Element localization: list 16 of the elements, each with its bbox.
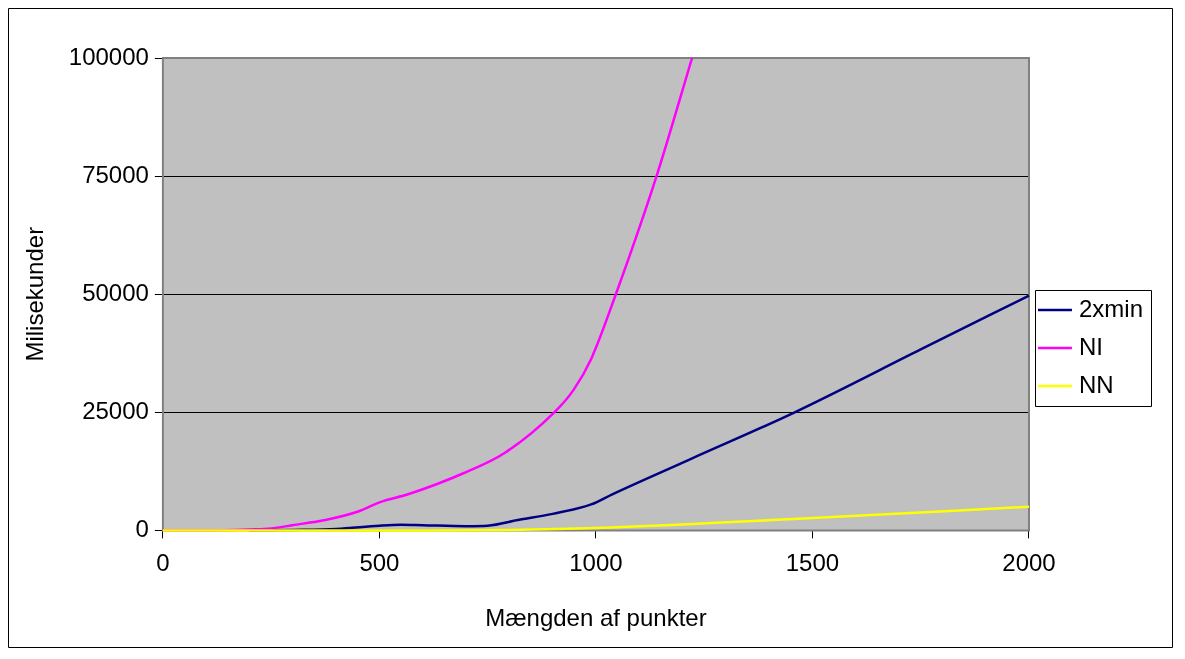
y-tick-label: 100000 bbox=[68, 42, 149, 70]
y-axis-title: Milisekunder bbox=[21, 226, 49, 362]
y-tick-label: 25000 bbox=[82, 396, 149, 424]
x-tick-label: 2000 bbox=[1002, 549, 1056, 577]
y-tick-label: 0 bbox=[135, 515, 149, 543]
line-series bbox=[161, 505, 1031, 532]
y-tick-label: 50000 bbox=[82, 278, 149, 306]
x-tick-label: 500 bbox=[359, 549, 400, 577]
x-tick-label: 1500 bbox=[785, 549, 840, 577]
y-tick-label: 75000 bbox=[82, 160, 149, 188]
x-tick-label: 1000 bbox=[569, 549, 623, 577]
legend-label: 2xmin bbox=[1078, 294, 1144, 322]
x-tick-label: 0 bbox=[156, 549, 170, 577]
legend-label: NI bbox=[1078, 332, 1103, 360]
x-axis-title: Mængden af punkter bbox=[485, 604, 707, 632]
legend-label: NN bbox=[1078, 370, 1114, 398]
